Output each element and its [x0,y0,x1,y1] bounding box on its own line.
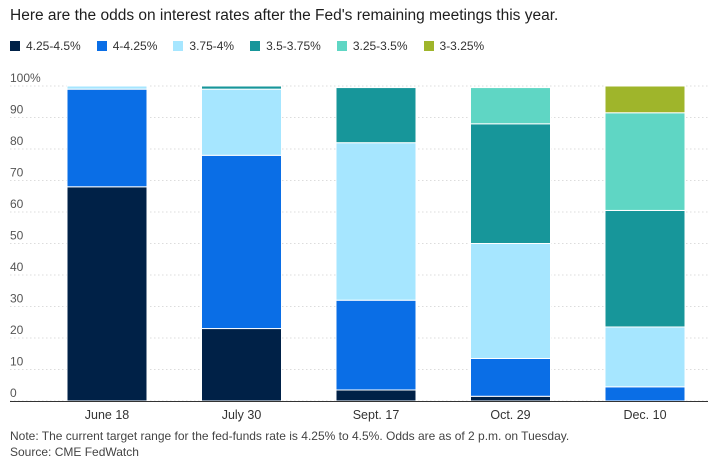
legend-label: 3-3.25% [439,39,485,53]
y-tick-label: 10 [10,355,24,369]
bar-segment [470,357,551,397]
y-tick-label: 70 [10,166,24,180]
bar-segment [66,85,148,90]
x-tick-label: Dec. 10 [623,408,666,422]
y-tick-label: 90 [10,103,24,117]
bar-segment [66,88,148,188]
bar-segment [604,85,686,114]
legend-swatch [250,41,261,51]
legend-swatch [96,41,107,51]
legend-label: 4.25-4.5% [26,39,81,53]
source-line: Source: CME FedWatch [10,445,139,459]
x-tick-label: Sept. 17 [353,408,400,422]
legend: 4.25-4.5% 4-4.25% 3.75-4% 3.5-3.75% 3.25-3.5… [10,39,500,53]
legend-item: 3.5-3.75% [250,39,321,53]
legend-item: 3-3.25% [423,39,485,53]
legend-item: 3.75-4% [173,39,234,53]
legend-label: 4-4.25% [112,39,158,53]
legend-swatch [423,41,434,51]
legend-item: 4-4.25% [96,39,158,53]
legend-swatch [173,41,184,51]
bar-segment [201,154,282,330]
legend-item: 3.25-3.5% [336,39,408,53]
y-tick-label: 80 [10,134,24,148]
y-tick-label: 50 [10,229,24,243]
bar-segment [470,243,551,359]
bar-segment [470,123,551,244]
x-tick-label: June 18 [85,408,130,422]
bar-segment [604,112,686,211]
bar-segment [604,386,686,402]
bar-segment [335,389,417,402]
bar-segment [335,87,417,144]
footnote: Note: The current target range for the f… [10,429,570,443]
bar-segment [335,142,417,301]
bar-segment [201,88,282,156]
y-tick-label: 20 [10,323,24,337]
bar-segment [604,209,686,328]
y-tick-label: 100% [10,71,41,85]
y-tick-label: 40 [10,260,24,274]
y-tick-label: 0 [10,386,17,400]
legend-swatch [336,41,347,51]
bar-segment [201,328,282,402]
x-tick-label: July 30 [222,408,262,422]
bar-segment [335,299,417,391]
bar-segment [66,186,148,402]
legend-label: 3.5-3.75% [266,39,321,53]
bar-segment [470,395,551,402]
bar-segment [201,85,282,90]
y-tick-label: 60 [10,197,24,211]
bar-segment [470,87,551,125]
legend-swatch [10,41,20,51]
y-tick-label: 30 [10,292,24,306]
chart-footer: Note: The current target range for the f… [10,428,569,460]
x-tick-label: Oct. 29 [490,408,530,422]
legend-label: 3.25-3.5% [352,39,408,53]
legend-label: 3.75-4% [189,39,235,53]
legend-item: 4.25-4.5% [10,39,81,53]
chart-title: Here are the odds on interest rates afte… [10,7,559,24]
bar-segment [604,326,686,388]
